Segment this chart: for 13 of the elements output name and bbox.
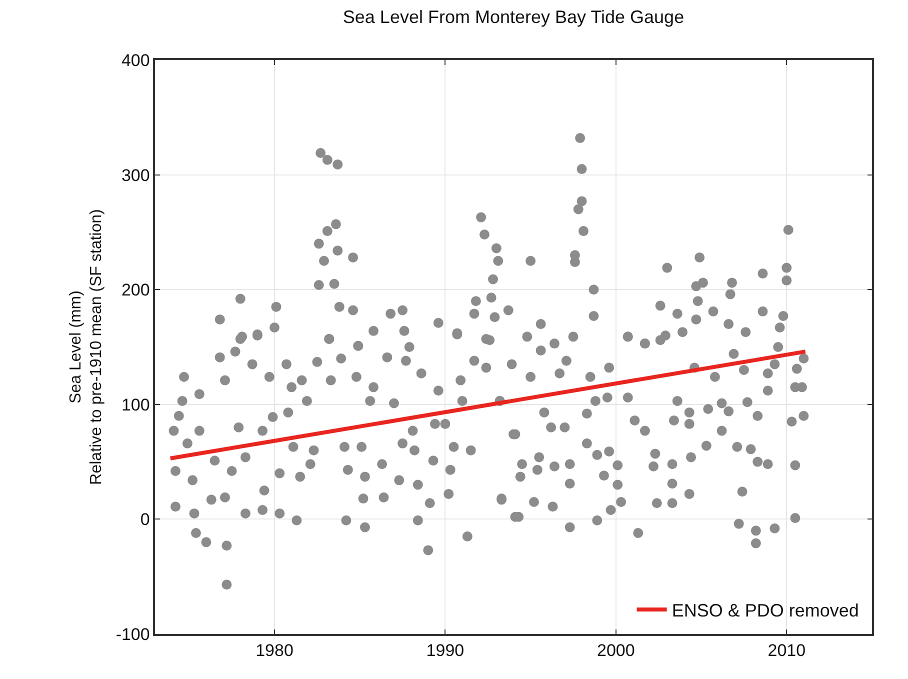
y-tick-label: 200: [121, 280, 150, 300]
y-tick-label: -100: [116, 624, 150, 644]
y-tick-label: 0: [140, 510, 150, 530]
y-axis-title: Sea Level (mm) Relative to pre-1910 mean (SF station): [67, 209, 106, 485]
x-tick-label: 2010: [768, 641, 806, 660]
x-tick-label: 2000: [597, 641, 635, 660]
x-tick-label: 1990: [426, 641, 464, 660]
y-tick-label: 300: [121, 166, 150, 185]
legend-label: ENSO & PDO removed: [672, 600, 859, 620]
chart-title: Sea Level From Monterey Bay Tide Gauge: [342, 6, 684, 27]
y-tick-label: 400: [121, 50, 150, 70]
x-tick-label: 1980: [256, 641, 294, 660]
y-tick-label: 100: [121, 395, 150, 414]
